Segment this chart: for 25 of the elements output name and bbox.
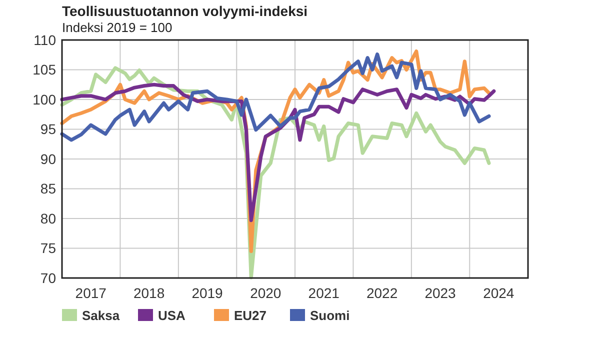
y-tick-label: 75 <box>40 240 56 256</box>
x-tick-label: 2020 <box>250 285 282 301</box>
x-tick-label: 2021 <box>308 285 340 301</box>
y-tick-label: 85 <box>40 180 56 197</box>
line-series <box>60 82 496 222</box>
y-tick-label: 70 <box>40 270 56 286</box>
x-tick-label: 2017 <box>75 285 107 301</box>
x-tick-label: 2023 <box>424 285 456 301</box>
y-tick-label: 100 <box>32 91 56 108</box>
y-tick-label: 90 <box>40 150 56 167</box>
x-tick-label: 2024 <box>483 285 514 301</box>
y-tick-label: 80 <box>40 210 56 226</box>
y-tick-label: 95 <box>40 121 56 138</box>
legend-label: Saksa <box>82 308 120 323</box>
x-tick-label: 2018 <box>134 285 165 301</box>
y-tick-label: 110 <box>34 32 56 48</box>
legend-label: Suomi <box>310 308 350 323</box>
line-series <box>60 52 491 142</box>
x-tick-label: 2019 <box>192 285 224 301</box>
chart-subtitle: Indeksi 2019 = 100 <box>62 20 172 35</box>
legend-label: USA <box>158 308 186 323</box>
x-tick-label: 2022 <box>366 285 398 301</box>
y-tick-label: 105 <box>32 62 56 78</box>
legend-label: EU27 <box>234 308 267 323</box>
chart-title: Teollisuustuotannon volyymi-indeksi <box>62 3 308 19</box>
